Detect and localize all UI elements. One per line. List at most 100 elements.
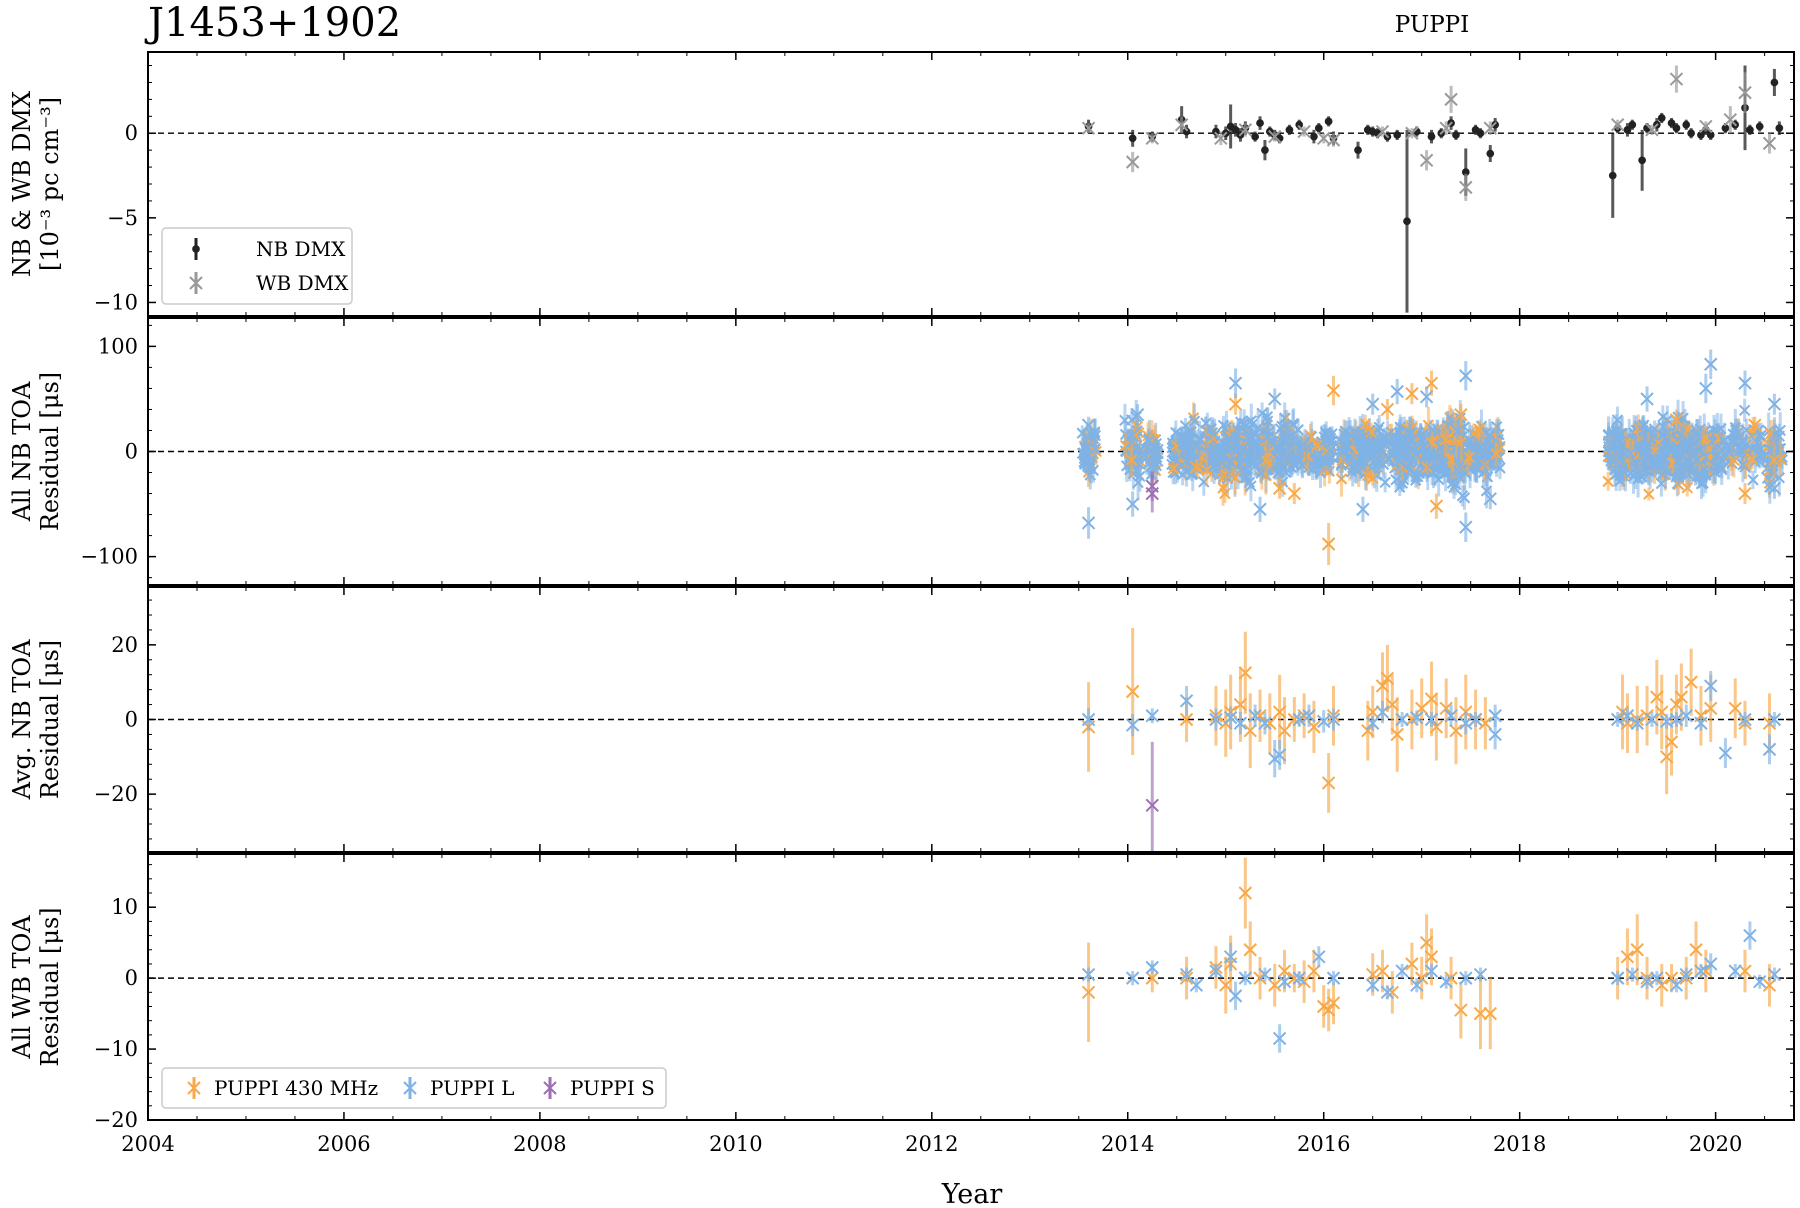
- data-point: [1277, 964, 1292, 978]
- data-point: [1081, 985, 1096, 1000]
- legend: PUPPI 430 MHz PUPPI L PUPPI S: [161, 1067, 667, 1109]
- data-point: [1478, 716, 1493, 730]
- data-point: [1439, 121, 1453, 135]
- data-point: [1748, 418, 1762, 432]
- data-point: [1488, 709, 1502, 723]
- y-axis-label: Avg. NB TOAResidual [μs]: [8, 639, 64, 800]
- data-point: [1145, 131, 1159, 146]
- data-point: [1775, 124, 1784, 133]
- data-point: [1723, 112, 1738, 127]
- data-point: [1238, 123, 1253, 137]
- data-point: [1268, 129, 1282, 144]
- data-point: [1683, 441, 1696, 453]
- data-point: [1233, 716, 1248, 730]
- data-point: [1662, 441, 1675, 453]
- data-point: [1476, 448, 1489, 460]
- y-tick-label: −100: [80, 545, 138, 569]
- data-point: [1354, 146, 1362, 155]
- y-tick-label: −20: [94, 1108, 138, 1132]
- data-point: [1312, 950, 1326, 964]
- x-tick-label: 2020: [1689, 1132, 1742, 1156]
- data-point: [1179, 712, 1194, 727]
- data-point: [1179, 967, 1194, 982]
- data-point: [543, 1081, 557, 1095]
- data-point: [1419, 153, 1434, 168]
- data-point: [1459, 716, 1473, 730]
- data-point: [1639, 444, 1652, 457]
- data-point: [403, 1081, 417, 1095]
- legend-label: PUPPI 430 MHz: [214, 1076, 378, 1100]
- data-point: [1192, 440, 1204, 452]
- data-point: [1339, 425, 1351, 437]
- data-point: [1178, 439, 1191, 451]
- data-point: [1410, 710, 1424, 725]
- y-axis-label-line: Residual [μs]: [36, 640, 64, 799]
- data-point: [1214, 131, 1228, 146]
- data-point: [1691, 454, 1703, 466]
- data-point: [1206, 427, 1219, 439]
- panel-dmx: −10 −5 0 NB & WB DMX[10⁻³ pc cm⁻³] NB DMX WB …: [8, 51, 1795, 317]
- y-tick-label: −20: [94, 782, 138, 806]
- legend-label: PUPPI S: [570, 1076, 655, 1100]
- data-point: [1640, 974, 1654, 989]
- data-point: [1681, 482, 1694, 494]
- y-axis-label-line: [10⁻³ pc cm⁻³]: [36, 97, 64, 271]
- data-point: [1365, 716, 1380, 730]
- data-point: [1292, 712, 1306, 727]
- data-point: [1650, 971, 1664, 985]
- data-point: [1459, 520, 1473, 534]
- data-point: [1767, 712, 1782, 727]
- data-point: [1125, 155, 1140, 169]
- data-point: [1444, 92, 1458, 107]
- y-axis-label-line: Residual [μs]: [36, 372, 64, 531]
- data-point: [1738, 964, 1752, 978]
- data-point: [1248, 709, 1262, 723]
- y-axis-label-line: All NB TOA: [8, 381, 36, 522]
- data-point: [1223, 950, 1238, 964]
- data-point: [1721, 124, 1730, 133]
- data-point: [1228, 989, 1243, 1003]
- data-point: [1699, 381, 1713, 396]
- legend: NB DMX WB DMX: [161, 227, 353, 305]
- data-point: [1715, 463, 1728, 476]
- data-point: [1419, 390, 1434, 404]
- data-point: [1439, 467, 1452, 480]
- data-point: [1699, 119, 1713, 134]
- data-point: [1258, 967, 1272, 982]
- data-point: [1134, 470, 1146, 483]
- data-point: [1336, 446, 1349, 458]
- data-point: [1610, 118, 1625, 132]
- data-point: [1326, 712, 1341, 727]
- data-point: [1380, 402, 1395, 417]
- data-point: [1200, 464, 1213, 477]
- data-point: [1258, 716, 1272, 730]
- data-point: [1145, 960, 1159, 975]
- panel-marks: [148, 857, 1794, 1053]
- data-point: [1424, 964, 1439, 978]
- data-point: [1081, 418, 1096, 432]
- data-point: [1747, 474, 1759, 486]
- data-point: [1393, 131, 1402, 139]
- data-point: [1657, 429, 1669, 441]
- data-point: [1252, 421, 1264, 434]
- data-point: [1182, 127, 1191, 136]
- data-point: [1272, 467, 1284, 479]
- data-point: [1243, 476, 1256, 489]
- data-point: [1365, 978, 1380, 992]
- data-point: [1704, 957, 1718, 971]
- data-point: [1746, 453, 1758, 465]
- data-point: [1235, 458, 1247, 470]
- data-point: [1645, 712, 1659, 727]
- data-point: [1245, 456, 1257, 469]
- data-point: [1189, 460, 1204, 474]
- data-point: [1242, 431, 1254, 444]
- data-point: [1483, 1006, 1497, 1021]
- data-point: [1488, 727, 1502, 742]
- data-point: [1424, 712, 1439, 727]
- data-point: [1346, 461, 1359, 474]
- data-point: [1684, 675, 1698, 689]
- y-tick-label: −10: [94, 1037, 138, 1061]
- data-point: [1679, 967, 1693, 982]
- data-point: [1089, 443, 1102, 455]
- data-point: [1292, 971, 1306, 985]
